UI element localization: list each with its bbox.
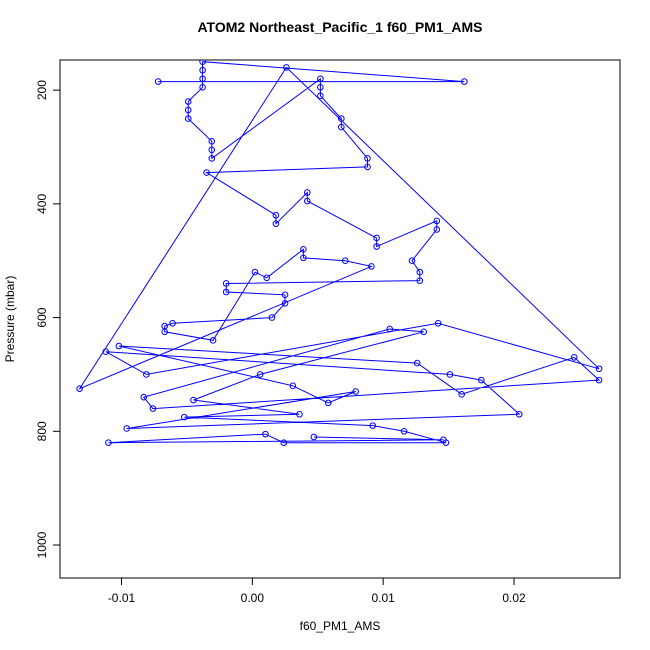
y-tick-label: 600: [35, 307, 49, 327]
data-point: [416, 268, 424, 276]
data-point: [184, 115, 192, 122]
data-point: [413, 359, 421, 367]
data-point: [368, 263, 375, 270]
x-tick-label: 0.02: [502, 591, 526, 605]
data-point: [317, 92, 324, 100]
data-point: [199, 83, 206, 91]
data-point: [310, 433, 318, 441]
data-point: [272, 211, 280, 219]
data-point: [408, 257, 416, 265]
data-point: [416, 277, 424, 284]
x-axis-label: f60_PM1_AMS: [300, 619, 381, 633]
data-point: [115, 342, 123, 350]
data-point: [364, 155, 371, 162]
chart-title: ATOM2 Northeast_Pacific_1 f60_PM1_AMS: [197, 19, 482, 35]
data-point: [154, 78, 162, 85]
data-point: [190, 396, 197, 404]
data-point: [199, 66, 206, 74]
data-point: [209, 337, 217, 344]
data-point: [208, 146, 216, 154]
data-point: [458, 391, 465, 398]
data-point: [268, 314, 276, 321]
data-point: [199, 75, 206, 83]
data-point: [296, 410, 303, 418]
data-point: [338, 123, 345, 131]
data-point: [222, 288, 230, 296]
x-tick-label: 0.01: [371, 591, 395, 605]
data-point: [515, 410, 523, 418]
x-tick-label: 0.00: [241, 591, 265, 605]
data-point: [262, 430, 269, 438]
x-tick-label: -0.01: [108, 591, 136, 605]
data-point: [203, 169, 210, 176]
data-point: [595, 365, 603, 373]
data-point: [280, 439, 288, 446]
data-point: [478, 376, 485, 384]
data-point: [281, 300, 289, 307]
data-point: [272, 220, 280, 228]
data-point: [283, 64, 290, 71]
data-point: [184, 106, 192, 114]
data-point: [149, 405, 157, 412]
data-point: [373, 243, 380, 250]
data-point: [433, 226, 441, 233]
y-tick-label: 200: [35, 80, 49, 100]
data-point: [289, 382, 297, 390]
data-point: [180, 413, 188, 421]
data-point: [184, 98, 192, 105]
data-point: [161, 328, 168, 336]
data-point: [123, 425, 131, 432]
data-point: [364, 163, 371, 171]
y-tick-label: 1000: [35, 531, 49, 558]
data-point: [105, 439, 112, 446]
data-point: [440, 436, 447, 444]
data-point: [140, 393, 148, 401]
data-point: [281, 291, 289, 299]
data-point: [303, 189, 311, 196]
data-point: [570, 354, 578, 361]
data-point: [169, 319, 176, 327]
data-point: [386, 325, 394, 333]
data-point: [352, 388, 360, 395]
data-point: [199, 60, 206, 66]
data-point: [251, 268, 259, 276]
data-point: [263, 274, 271, 282]
data-line: [78, 61, 601, 444]
data-point: [143, 371, 150, 378]
data-point: [208, 155, 216, 162]
data-point: [446, 371, 454, 378]
data-point: [222, 280, 230, 287]
data-point: [341, 257, 349, 265]
data-point: [595, 376, 603, 384]
y-tick-label: 400: [35, 194, 49, 214]
data-point: [102, 348, 110, 355]
data-point: [434, 319, 442, 327]
data-point: [373, 234, 380, 242]
data-point: [400, 427, 408, 435]
data-point: [256, 371, 264, 378]
y-axis-label: Pressure (mbar): [3, 276, 17, 363]
data-point: [338, 115, 345, 122]
data-point: [300, 254, 307, 262]
data-point: [433, 217, 441, 225]
data-point: [300, 246, 307, 253]
data-point: [76, 385, 83, 392]
y-tick-label: 800: [35, 421, 49, 441]
data-point: [317, 83, 324, 91]
data-point: [369, 422, 377, 429]
data-point: [324, 399, 332, 407]
data-point: [208, 138, 216, 145]
plot-frame: [59, 59, 621, 579]
data-point: [420, 328, 428, 336]
data-point: [303, 197, 311, 205]
data-point: [317, 75, 324, 83]
data-point: [460, 78, 468, 85]
